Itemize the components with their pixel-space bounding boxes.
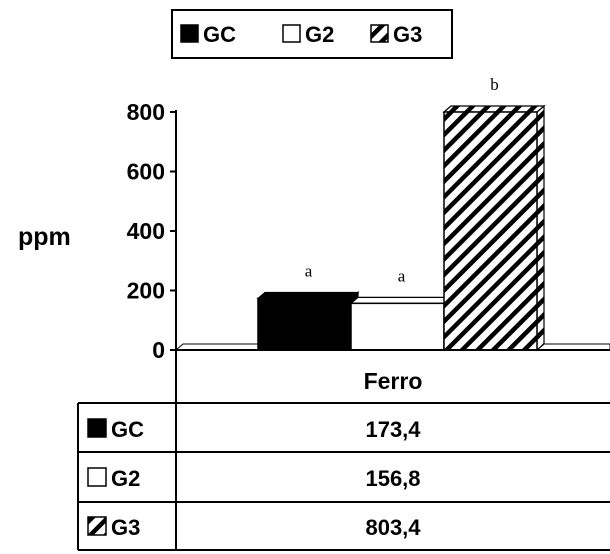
y-tick-label-1: 200 [127,278,165,304]
y-tick-label-0: 0 [152,337,165,363]
y-tick-label-4: 800 [127,99,165,125]
table-key-g2 [87,467,107,487]
bar-gc [257,297,352,351]
legend: GC G2 G3 [171,9,453,59]
bar-g2 [350,302,445,351]
bar-top-g2 [349,296,453,304]
legend-swatch-g3 [370,24,389,43]
bar-top-gc [256,291,360,300]
table-value-gc: 173,4 [365,417,421,442]
bar-side-g3 [536,104,545,352]
table-value-g3: 803,4 [365,515,421,540]
legend-label-g2: G2 [305,22,334,47]
legend-label-gc: GC [203,22,236,47]
legend-swatch-g2 [282,24,301,43]
y-tick-label-2: 400 [127,218,165,244]
bar-label-g3: b [490,75,499,94]
table-row-label-gc: GC [111,417,144,442]
table-key-gc [87,418,107,438]
bar-g3 [443,111,538,351]
bar-label-g2: a [398,266,406,285]
table-row-label-g2: G2 [111,466,140,491]
y-tick-label-3: 600 [127,159,165,185]
bars-group: a a b [256,75,546,352]
data-table: Ferro GC 173,4 G2 156,8 G3 803,4 [77,349,610,551]
table-row-label-g3: G3 [111,515,140,540]
bar-top-g3 [442,105,546,113]
table-key-g3 [87,516,107,536]
table-value-g2: 156,8 [365,466,420,491]
bar-label-gc: a [305,261,313,280]
legend-label-g3: G3 [393,22,422,47]
y-axis-label: ppm [18,223,71,251]
table-header-category: Ferro [364,368,423,394]
legend-frame [171,9,453,59]
legend-swatch-gc [180,24,199,43]
y-axis-ticks: 0 200 400 600 800 [127,99,176,363]
